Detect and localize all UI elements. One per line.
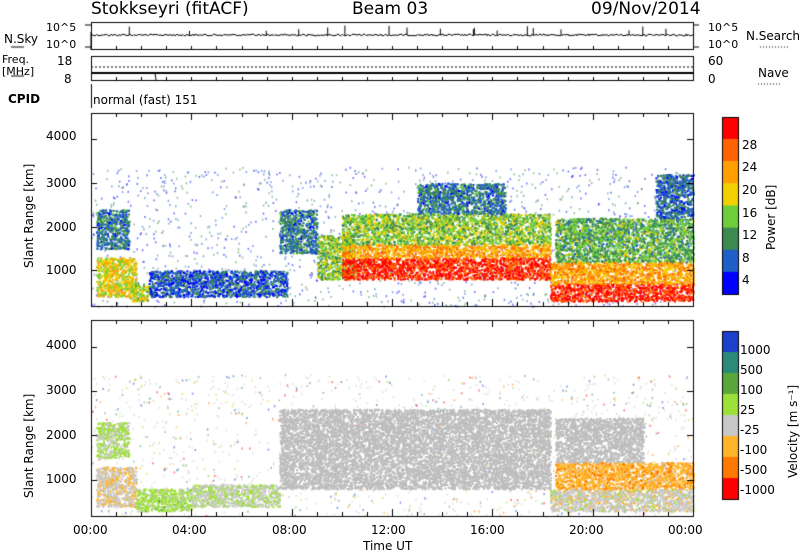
velocity-cbar-tick-1000: 1000	[740, 343, 771, 357]
cpid-value: normal (fast) 151	[93, 93, 198, 107]
velocity-ytick-3000: 3000	[46, 383, 77, 397]
xtick-0800: 08:00	[272, 523, 307, 537]
velocity-cbar-tick-100: 100	[740, 383, 763, 397]
velocity-ytick-2000: 2000	[46, 428, 77, 442]
power-cbar-tick-4: 4	[742, 273, 750, 287]
freq-tick-top: 18	[57, 54, 73, 68]
date-title: 09/Nov/2014	[591, 0, 701, 19]
nsearch-tick-top: 10^5	[708, 21, 739, 34]
freq-unit: [MHz]	[2, 65, 35, 78]
freq-label: Freq.	[2, 53, 30, 66]
power-ytick-1000: 1000	[46, 263, 77, 277]
xtick-0000: 00:00	[73, 523, 108, 537]
xtick-2400: 00:00	[668, 523, 703, 537]
power-cbar-tick-24: 24	[742, 160, 758, 174]
power-ytick-2000: 2000	[46, 220, 77, 234]
velocity-cbar-tick-neg500: -500	[740, 463, 768, 477]
power-cbar-label: Power [dB]	[764, 184, 778, 250]
velocity-cbar-tick-neg1000: -1000	[740, 483, 775, 497]
cpid-label: CPID	[8, 92, 41, 106]
nsky-tick-top: 10^5	[46, 21, 77, 34]
nave-label: Nave	[758, 66, 789, 80]
velocity-cbar-tick-500: 500	[740, 363, 763, 377]
power-cbar-tick-16: 16	[742, 206, 758, 220]
velocity-cbar-tick-25: 25	[740, 403, 756, 417]
freq-tick-bottom: 8	[64, 72, 72, 86]
power-ytick-4000: 4000	[46, 129, 77, 143]
nsky-tick-bottom: 10^0	[46, 38, 77, 51]
beam-title: Beam 03	[352, 0, 429, 19]
nsearch-tick-bottom: 10^0	[708, 38, 739, 51]
power-cbar-tick-12: 12	[742, 228, 758, 242]
nave-tick-top: 60	[708, 54, 724, 68]
nsearch-label: N.Search	[746, 29, 800, 43]
station-title: Stokkseyri (fitACF)	[91, 0, 249, 19]
velocity-ylabel: Slant Range [km]	[22, 393, 36, 498]
power-ylabel: Slant Range [km]	[22, 163, 36, 268]
xtick-2000: 20:00	[569, 523, 604, 537]
velocity-cbar-label: Velocity [m s⁻¹]	[786, 384, 800, 478]
velocity-ytick-4000: 4000	[46, 338, 77, 352]
power-cbar-tick-20: 20	[742, 183, 758, 197]
nsky-label: N.Sky	[4, 32, 39, 46]
velocity-cbar-tick-neg25: -25	[740, 423, 760, 437]
velocity-ytick-1000: 1000	[46, 472, 77, 486]
velocity-cbar-tick-neg100: -100	[740, 443, 768, 457]
xtick-1600: 16:00	[470, 523, 505, 537]
nave-tick-bottom: 0	[708, 72, 716, 86]
xtick-1200: 12:00	[371, 523, 406, 537]
power-cbar-tick-8: 8	[742, 251, 750, 265]
xaxis-label: Time UT	[363, 539, 413, 553]
xtick-0400: 04:00	[172, 523, 207, 537]
power-cbar-tick-28: 28	[742, 138, 758, 152]
power-ytick-3000: 3000	[46, 176, 77, 190]
